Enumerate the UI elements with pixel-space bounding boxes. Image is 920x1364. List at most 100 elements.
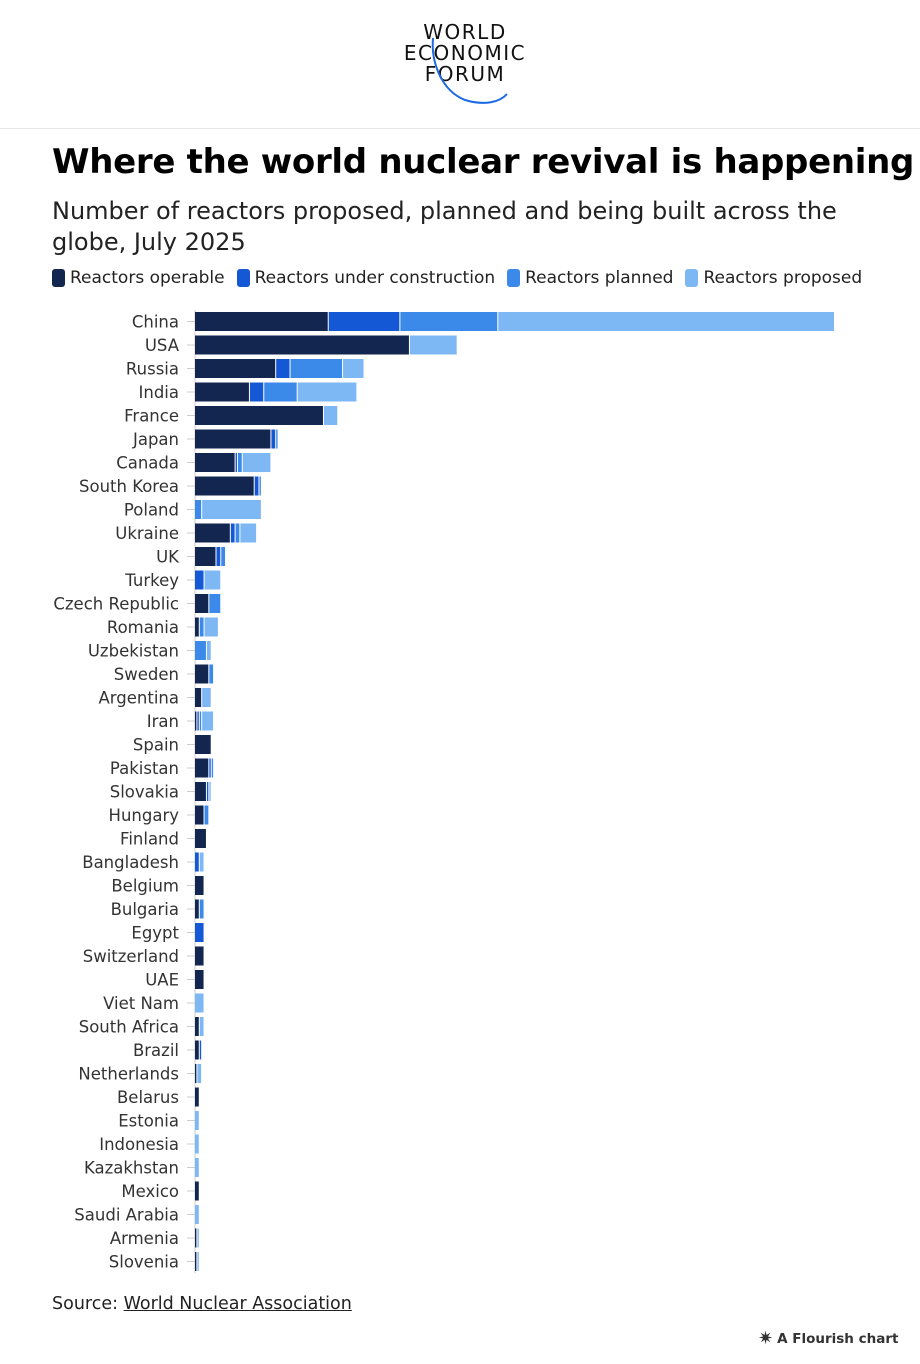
bar-segment[interactable] xyxy=(235,453,237,472)
bar-segment[interactable] xyxy=(290,359,343,378)
bar-segment[interactable] xyxy=(195,312,328,331)
bar-segment[interactable] xyxy=(221,547,226,566)
bar-segment[interactable] xyxy=(249,382,264,402)
bar-segment[interactable] xyxy=(343,359,364,378)
bar-segment[interactable] xyxy=(206,782,209,801)
bar-segment[interactable] xyxy=(195,1158,199,1177)
bar-segment[interactable] xyxy=(195,500,202,519)
bar-segment[interactable] xyxy=(211,758,214,778)
bar-segment[interactable] xyxy=(199,852,204,872)
bar-segment[interactable] xyxy=(195,664,209,684)
bar-segment[interactable] xyxy=(276,429,278,449)
legend-item-proposed[interactable]: Reactors proposed xyxy=(685,268,862,288)
bar-segment[interactable] xyxy=(195,782,206,801)
bar-segment[interactable] xyxy=(409,335,457,355)
legend-item-planned[interactable]: Reactors planned xyxy=(507,268,673,288)
bar-segment[interactable] xyxy=(199,1040,202,1060)
bar-segment[interactable] xyxy=(276,359,290,378)
chart-subtitle: Number of reactors proposed, planned and… xyxy=(52,197,837,256)
bar-segment[interactable] xyxy=(195,711,197,731)
bar-segment[interactable] xyxy=(197,711,199,731)
bar-segment[interactable] xyxy=(297,382,357,402)
bar-segment[interactable] xyxy=(195,617,199,637)
bar-segment[interactable] xyxy=(242,453,271,472)
flourish-credit[interactable]: ✷ A Flourish chart xyxy=(758,1330,898,1348)
bar-segment[interactable] xyxy=(195,641,206,660)
bar-segment[interactable] xyxy=(195,993,204,1013)
bar-segment[interactable] xyxy=(195,429,271,449)
bar-segment[interactable] xyxy=(264,382,297,402)
y-tick-label: UAE xyxy=(145,971,179,990)
bar-segment[interactable] xyxy=(202,688,211,707)
bar-segment[interactable] xyxy=(195,594,209,613)
bar-segment[interactable] xyxy=(400,312,498,331)
bar-segment[interactable] xyxy=(195,1205,199,1224)
bar-segment[interactable] xyxy=(195,805,204,825)
bar-segment[interactable] xyxy=(195,570,204,590)
bar-segment[interactable] xyxy=(195,335,409,355)
bar-segment[interactable] xyxy=(195,876,204,895)
bar-segment[interactable] xyxy=(195,476,254,496)
bar-segment[interactable] xyxy=(216,547,221,566)
bar-segment[interactable] xyxy=(195,1064,197,1083)
bar-segment[interactable] xyxy=(199,899,204,919)
bar-segment[interactable] xyxy=(259,476,261,496)
bar-segment[interactable] xyxy=(195,1181,199,1201)
bar-segment[interactable] xyxy=(195,688,202,707)
bar-segment[interactable] xyxy=(195,946,204,966)
bar-segment[interactable] xyxy=(195,1087,199,1107)
bar-segment[interactable] xyxy=(204,570,221,590)
bar-segment[interactable] xyxy=(195,1111,199,1130)
bar-segment[interactable] xyxy=(202,711,214,731)
bar-segment[interactable] xyxy=(195,382,249,402)
bar-segment[interactable] xyxy=(195,1252,197,1271)
bar-segment[interactable] xyxy=(197,1064,202,1083)
legend-item-under-construction[interactable]: Reactors under construction xyxy=(236,268,495,288)
bar-segment[interactable] xyxy=(328,312,400,331)
bar-segment[interactable] xyxy=(195,899,199,919)
bar-segment[interactable] xyxy=(195,758,209,778)
bar-segment[interactable] xyxy=(195,1040,199,1060)
bar-segment[interactable] xyxy=(230,523,235,543)
bar-segment[interactable] xyxy=(197,1252,199,1271)
bar-segment[interactable] xyxy=(195,453,235,472)
y-tick-label: Bulgaria xyxy=(111,900,179,919)
bar-segment[interactable] xyxy=(199,711,202,731)
bar-segment[interactable] xyxy=(195,359,276,378)
bar-segment[interactable] xyxy=(206,641,211,660)
bar-segment[interactable] xyxy=(195,547,216,566)
bar-segment[interactable] xyxy=(195,923,204,942)
legend-item-operable[interactable]: Reactors operable xyxy=(52,268,225,288)
y-tick-label: Japan xyxy=(132,430,179,449)
bar-segment[interactable] xyxy=(323,406,338,425)
bar-segment[interactable] xyxy=(195,970,204,989)
bar-segment[interactable] xyxy=(202,500,261,519)
source-prefix: Source: xyxy=(52,1294,124,1314)
bar-segment[interactable] xyxy=(204,617,218,637)
bar-segment[interactable] xyxy=(209,594,221,613)
bar-segment[interactable] xyxy=(209,664,214,684)
bar-segment[interactable] xyxy=(271,429,276,449)
bar-segment[interactable] xyxy=(195,735,211,754)
bar-segment[interactable] xyxy=(235,523,240,543)
bar-segment[interactable] xyxy=(254,476,259,496)
bar-segment[interactable] xyxy=(498,312,834,331)
bar-segment[interactable] xyxy=(209,758,211,778)
bar-segment[interactable] xyxy=(204,805,209,825)
bar-segment[interactable] xyxy=(195,1134,199,1154)
bar-segment[interactable] xyxy=(195,523,230,543)
bar-segment[interactable] xyxy=(197,1228,199,1248)
bar-segment[interactable] xyxy=(240,523,257,543)
bar-segment[interactable] xyxy=(195,406,323,425)
bar-segment[interactable] xyxy=(199,1017,204,1036)
bar-segment[interactable] xyxy=(195,829,206,848)
bar-segment[interactable] xyxy=(199,617,204,637)
y-tick-label: South Africa xyxy=(79,1018,179,1037)
source-note: Source: World Nuclear Association xyxy=(52,1294,352,1314)
bar-segment[interactable] xyxy=(195,852,199,872)
bar-segment[interactable] xyxy=(195,1017,199,1036)
bar-segment[interactable] xyxy=(195,1228,197,1248)
bar-segment[interactable] xyxy=(237,453,242,472)
bar-segment[interactable] xyxy=(209,782,211,801)
source-link[interactable]: World Nuclear Association xyxy=(123,1294,352,1314)
